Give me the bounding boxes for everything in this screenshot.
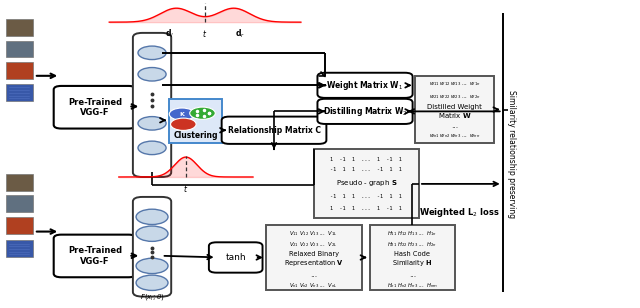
Text: Pre-Trained
VGG-F: Pre-Trained VGG-F (68, 246, 122, 265)
FancyBboxPatch shape (221, 117, 326, 144)
Text: ...: ... (310, 270, 317, 279)
Circle shape (136, 275, 168, 290)
Text: -1  1  1  ...  -1  1  1: -1 1 1 ... -1 1 1 (330, 194, 402, 199)
Text: $\mathbf{d}_l$: $\mathbf{d}_l$ (165, 28, 175, 40)
Text: Distilling Matrix $\mathbf{W}_2$: Distilling Matrix $\mathbf{W}_2$ (323, 105, 408, 118)
Circle shape (136, 258, 168, 274)
Text: Pre-Trained
VGG-F: Pre-Trained VGG-F (68, 98, 122, 117)
Circle shape (171, 118, 196, 130)
Text: 1  -1  1  ...  1  -1  1: 1 -1 1 ... 1 -1 1 (330, 206, 402, 211)
Text: ...: ... (409, 270, 416, 279)
Circle shape (138, 117, 166, 130)
Text: Weighted $\mathbf{L}_2$ loss: Weighted $\mathbf{L}_2$ loss (419, 206, 500, 219)
Bar (415, 76, 494, 143)
Circle shape (136, 209, 168, 225)
Circle shape (170, 108, 195, 120)
Circle shape (138, 67, 166, 81)
Bar (370, 225, 455, 290)
Bar (6, 174, 33, 191)
Text: Weight Matrix $\mathbf{W}_1$: Weight Matrix $\mathbf{W}_1$ (326, 79, 404, 92)
Bar (170, 99, 221, 143)
Text: 1  -1  1  ...  1  -1  1: 1 -1 1 ... 1 -1 1 (330, 157, 402, 162)
Bar (6, 241, 33, 257)
Text: Pseudo - graph $\mathbf{S}$: Pseudo - graph $\mathbf{S}$ (335, 178, 397, 188)
Circle shape (138, 46, 166, 59)
Text: -1  1  1  ...  -1  1  1: -1 1 1 ... -1 1 1 (330, 167, 402, 172)
Bar (6, 217, 33, 234)
Bar (6, 62, 33, 79)
Text: $F(x_i;\theta)$: $F(x_i;\theta)$ (140, 292, 164, 302)
Text: $w_{11}$ $w_{12}$ $w_{13}$ ...  $w_{1n}$: $w_{11}$ $w_{12}$ $w_{13}$ ... $w_{1n}$ (429, 80, 480, 88)
Text: tanh: tanh (225, 253, 246, 262)
FancyBboxPatch shape (54, 86, 136, 128)
FancyBboxPatch shape (133, 33, 172, 177)
Bar (6, 19, 33, 36)
Text: Distilled Weight
Matrix $\mathbf{W}$: Distilled Weight Matrix $\mathbf{W}$ (427, 104, 482, 120)
Bar (6, 84, 33, 101)
Text: Similarity relationship preserving: Similarity relationship preserving (507, 90, 516, 218)
Text: Relationship Matrix C: Relationship Matrix C (228, 126, 321, 135)
Text: K: K (180, 111, 184, 117)
Text: $w_{21}$ $w_{22}$ $w_{23}$ ...  $w_{2n}$: $w_{21}$ $w_{22}$ $w_{23}$ ... $w_{2n}$ (429, 93, 480, 101)
Bar (266, 225, 362, 290)
Bar (314, 149, 419, 218)
Circle shape (138, 141, 166, 155)
Bar (6, 41, 33, 57)
Text: $t$: $t$ (202, 28, 207, 39)
Circle shape (189, 107, 215, 120)
Text: Hash Code
Similarity $\mathbf{H}$: Hash Code Similarity $\mathbf{H}$ (392, 251, 433, 269)
Text: $\mathbf{d}_r$: $\mathbf{d}_r$ (235, 28, 245, 40)
Text: $H_{21}$ $H_{22}$ $H_{23}$ ...  $H_{2n}$: $H_{21}$ $H_{22}$ $H_{23}$ ... $H_{2n}$ (387, 240, 437, 249)
FancyBboxPatch shape (317, 99, 413, 124)
Text: ...: ... (451, 121, 458, 130)
FancyBboxPatch shape (54, 235, 136, 277)
Circle shape (136, 226, 168, 241)
FancyBboxPatch shape (317, 73, 413, 98)
FancyBboxPatch shape (209, 242, 262, 273)
Text: Clustering: Clustering (173, 131, 218, 140)
Text: Relaxed Binary
Representation $\mathbf{V}$: Relaxed Binary Representation $\mathbf{V… (284, 251, 344, 269)
Text: $H_{n1}$ $H_{n2}$ $H_{n3}$ ...  $H_{nm}$: $H_{n1}$ $H_{n2}$ $H_{n3}$ ... $H_{nm}$ (387, 281, 438, 290)
Text: $t$: $t$ (183, 183, 189, 193)
Text: $V_{11}$ $V_{12}$ $V_{13}$ ...  $V_{1L}$: $V_{11}$ $V_{12}$ $V_{13}$ ... $V_{1L}$ (289, 229, 338, 238)
Text: $w_{n1}$ $w_{n2}$ $w_{n3}$ ...  $w_{nn}$: $w_{n1}$ $w_{n2}$ $w_{n3}$ ... $w_{nn}$ (429, 132, 480, 140)
Text: $H_{11}$ $H_{12}$ $H_{13}$ ...  $H_{1n}$: $H_{11}$ $H_{12}$ $H_{13}$ ... $H_{1n}$ (387, 229, 437, 238)
Bar (6, 195, 33, 212)
Text: $V_{21}$ $V_{22}$ $V_{23}$ ...  $V_{2L}$: $V_{21}$ $V_{22}$ $V_{23}$ ... $V_{2L}$ (289, 240, 338, 249)
Text: $V_{n1}$ $V_{n2}$ $V_{n3}$ ...  $V_{nL}$: $V_{n1}$ $V_{n2}$ $V_{n3}$ ... $V_{nL}$ (289, 281, 338, 290)
FancyBboxPatch shape (133, 197, 172, 297)
